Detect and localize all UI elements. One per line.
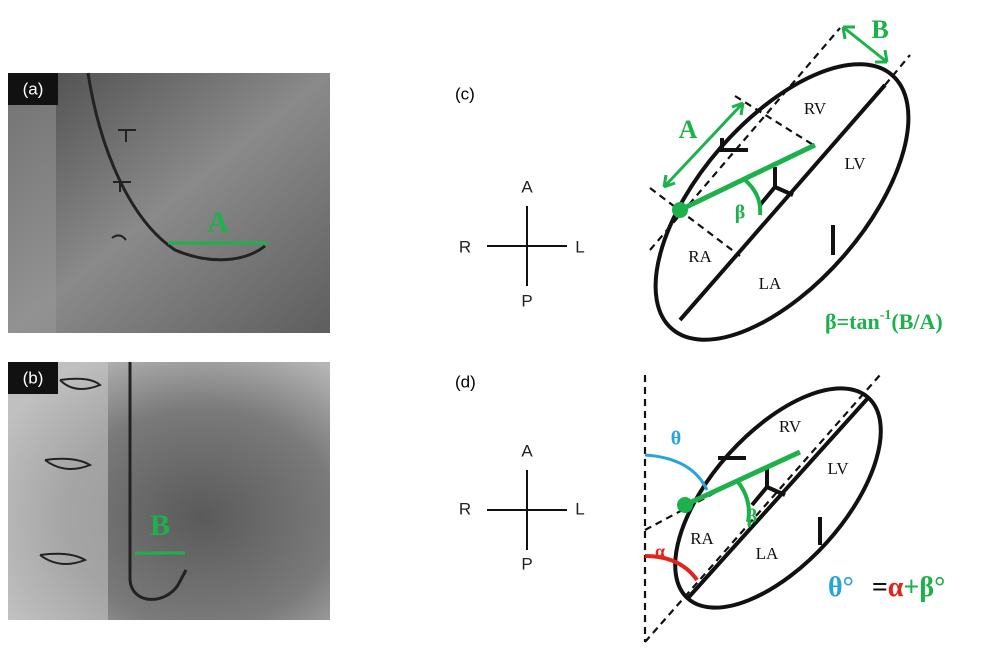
xray-image <box>8 73 330 333</box>
compass-label: L <box>575 237 584 256</box>
angle-label: β <box>735 202 746 224</box>
leads <box>718 138 833 255</box>
chamber-label: RA <box>690 529 714 548</box>
formula-part: -1 <box>880 308 892 323</box>
formula-part: θ° <box>828 572 854 603</box>
compass-label: P <box>521 554 532 573</box>
chamber-label: LA <box>759 274 782 293</box>
theta-arc <box>645 455 707 490</box>
spine-shadow <box>8 362 108 620</box>
compass: A R L P <box>459 177 585 310</box>
panel-d: (d) A R L P θ β α RV LV RA LA θ°=α+β° <box>455 354 945 643</box>
compass-label: A <box>521 441 533 460</box>
formula: θ° =α+β° <box>828 572 945 603</box>
formula-part: α <box>888 572 904 603</box>
angle-arc <box>745 180 760 215</box>
chamber-label: RA <box>688 247 712 266</box>
panel-a: (a) A <box>8 73 330 333</box>
formula-part: = <box>872 572 888 603</box>
panel-label: (a) <box>23 79 44 98</box>
chamber-label: RV <box>779 417 802 436</box>
catheter-line <box>680 145 815 210</box>
measure-label: A <box>207 206 229 239</box>
chamber-label: LV <box>827 459 849 478</box>
catheter-tip <box>677 497 693 513</box>
panel-label: (b) <box>23 368 44 387</box>
formula-part: β=tan <box>825 309 880 334</box>
panel-label: (c) <box>455 84 475 103</box>
compass-label: P <box>521 291 532 310</box>
formula: β=tan-1(B/A) <box>825 308 943 334</box>
septum <box>680 85 885 320</box>
compass-label: A <box>521 177 533 196</box>
measure-arrow <box>664 103 743 187</box>
panel-c: (c) A R L P A B β RV LV RA LA β=tan-1(B/… <box>455 15 954 383</box>
measure-label: B <box>871 15 888 44</box>
catheter-tip <box>672 202 688 218</box>
panel-b: (b) B <box>8 362 330 620</box>
chamber-label: RV <box>804 99 827 118</box>
compass-label: L <box>575 499 584 518</box>
measure-label: A <box>679 115 698 144</box>
panel-label: (d) <box>455 372 476 391</box>
chamber-label: LV <box>844 154 866 173</box>
figure: (a) A (b) B (c) A R L P <box>0 0 984 648</box>
compass-label: R <box>459 237 471 256</box>
angle-label: β <box>747 506 758 528</box>
formula-part: (B/A) <box>891 309 942 334</box>
spine-shadow <box>8 73 56 333</box>
compass: A R L P <box>459 441 585 573</box>
angle-label: α <box>655 541 665 561</box>
angle-label: θ <box>671 428 681 450</box>
measure-label: B <box>150 509 170 542</box>
chamber-label: LA <box>756 544 779 563</box>
compass-label: R <box>459 499 471 518</box>
formula-part: +β° <box>903 572 945 603</box>
alpha-arc <box>645 556 697 580</box>
